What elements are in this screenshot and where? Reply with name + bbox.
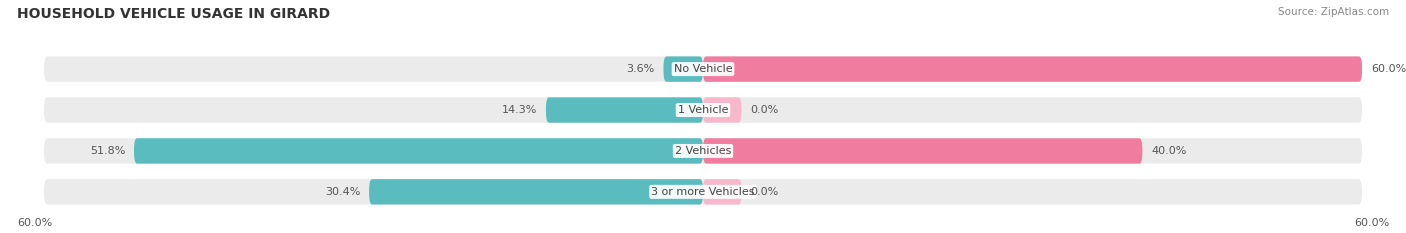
Text: 3.6%: 3.6% bbox=[627, 64, 655, 74]
FancyBboxPatch shape bbox=[44, 179, 1362, 205]
FancyBboxPatch shape bbox=[134, 138, 703, 164]
FancyBboxPatch shape bbox=[546, 97, 703, 123]
FancyBboxPatch shape bbox=[44, 97, 1362, 123]
FancyBboxPatch shape bbox=[368, 179, 703, 205]
FancyBboxPatch shape bbox=[44, 56, 1362, 82]
FancyBboxPatch shape bbox=[44, 138, 1362, 164]
Text: 51.8%: 51.8% bbox=[90, 146, 125, 156]
Text: No Vehicle: No Vehicle bbox=[673, 64, 733, 74]
Text: 2 Vehicles: 2 Vehicles bbox=[675, 146, 731, 156]
Text: 3 or more Vehicles: 3 or more Vehicles bbox=[651, 187, 755, 197]
Text: 0.0%: 0.0% bbox=[751, 187, 779, 197]
Text: 60.0%: 60.0% bbox=[17, 218, 52, 228]
FancyBboxPatch shape bbox=[664, 56, 703, 82]
FancyBboxPatch shape bbox=[703, 138, 1142, 164]
Text: Source: ZipAtlas.com: Source: ZipAtlas.com bbox=[1278, 7, 1389, 17]
Text: 40.0%: 40.0% bbox=[1152, 146, 1187, 156]
Text: 30.4%: 30.4% bbox=[325, 187, 360, 197]
Text: 14.3%: 14.3% bbox=[502, 105, 537, 115]
FancyBboxPatch shape bbox=[703, 97, 741, 123]
Text: 0.0%: 0.0% bbox=[751, 105, 779, 115]
Text: 60.0%: 60.0% bbox=[1371, 64, 1406, 74]
Text: HOUSEHOLD VEHICLE USAGE IN GIRARD: HOUSEHOLD VEHICLE USAGE IN GIRARD bbox=[17, 7, 330, 21]
FancyBboxPatch shape bbox=[703, 179, 741, 205]
Text: 1 Vehicle: 1 Vehicle bbox=[678, 105, 728, 115]
FancyBboxPatch shape bbox=[703, 56, 1362, 82]
Text: 60.0%: 60.0% bbox=[1354, 218, 1389, 228]
